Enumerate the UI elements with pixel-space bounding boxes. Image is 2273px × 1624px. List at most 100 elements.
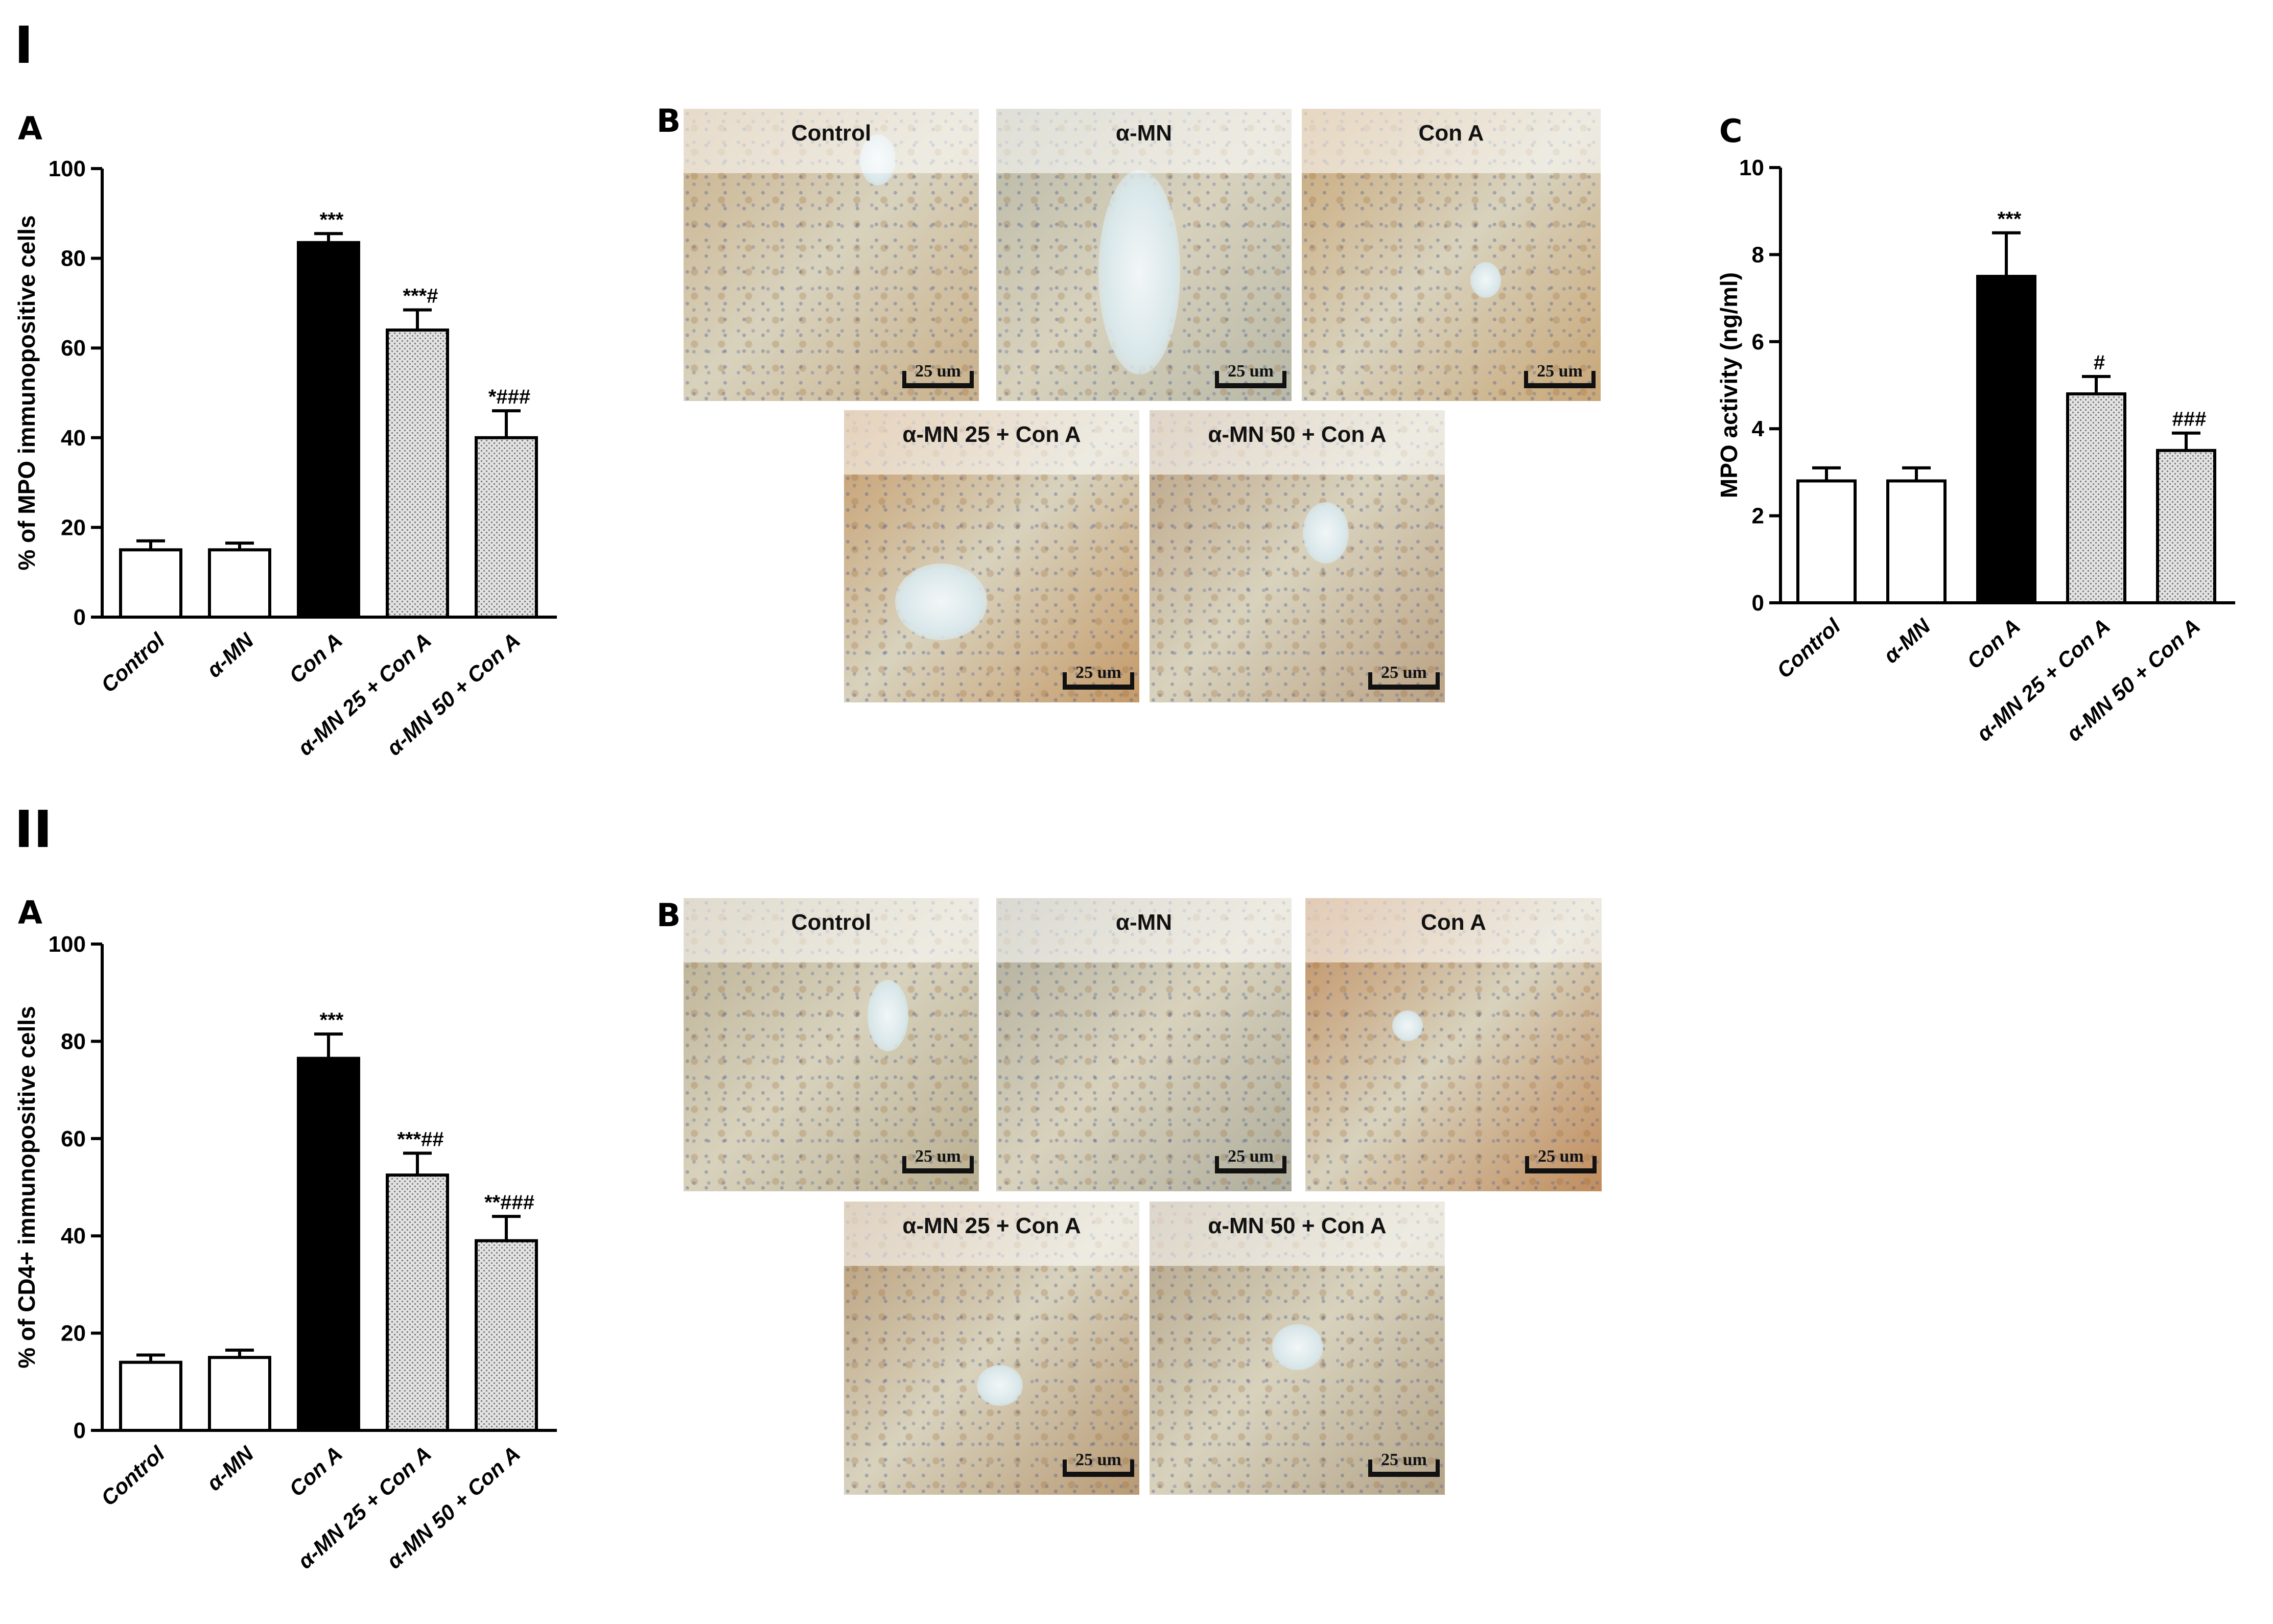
micrograph-caption: α-MN — [1115, 120, 1173, 146]
scale-bar-label: 25 um — [1075, 1450, 1121, 1469]
y-axis-label: % of MPO immunopositive cells — [13, 215, 40, 570]
y-tick-label: 80 — [61, 1029, 86, 1054]
micrograph-panel: α-MN 25 + Con A 25 um — [844, 410, 1139, 702]
micrograph-panel: Con A 25 um — [1302, 109, 1601, 401]
y-tick-label: 4 — [1752, 416, 1765, 441]
scale-bar: 25 um — [1063, 659, 1134, 690]
x-tick-label: Control — [97, 1441, 170, 1511]
micrograph-caption: Con A — [1421, 909, 1486, 935]
panel-label-IIB: B — [657, 897, 681, 934]
scale-bar: 25 um — [1368, 659, 1440, 690]
chart-cd4-immunopositive: 0 20 40 60 80 100 % of CD4+ immunopositive cel… — [13, 932, 557, 1573]
panel-label-IA: A — [18, 110, 42, 147]
significance-annotation: *** — [1998, 208, 2022, 230]
y-tick-label: 60 — [61, 1126, 86, 1151]
y-tick-label: 20 — [61, 515, 86, 540]
significance-annotation: **### — [484, 1191, 534, 1214]
micrograph-panel: α-MN 50 + Con A 25 um — [1150, 410, 1445, 702]
central-vein — [1098, 170, 1180, 374]
scale-bar-label: 25 um — [1538, 1147, 1584, 1166]
x-tick-label: α-MN — [1879, 614, 1935, 668]
scale-bar: 25 um — [1215, 358, 1286, 388]
panel-label-IB: B — [657, 102, 681, 139]
significance-annotation: *** — [320, 208, 344, 231]
caption-band — [1305, 898, 1602, 963]
x-tick-label: Control — [97, 628, 170, 697]
micrograph-panel: Control 25 um — [684, 109, 979, 401]
caption-band — [1150, 1202, 1445, 1266]
bar — [475, 436, 538, 619]
scale-bar: 25 um — [1063, 1446, 1134, 1477]
y-tick-label: 10 — [1739, 155, 1764, 180]
central-vein — [1272, 1324, 1323, 1370]
y-tick-label: 60 — [61, 336, 86, 361]
bar — [475, 1239, 538, 1432]
bar — [1976, 275, 2036, 604]
chart-mpo-immunopositive: 0 20 40 60 80 100 % of MPO immunopositive cell… — [13, 156, 557, 760]
caption-band — [844, 1202, 1139, 1266]
y-tick-label: 80 — [61, 246, 86, 271]
scale-bar-label: 25 um — [1537, 362, 1583, 381]
y-tick-label: 0 — [1752, 591, 1764, 616]
scale-bar-label: 25 um — [1381, 1450, 1427, 1469]
scale-bar: 25 um — [902, 1143, 974, 1173]
caption-band — [684, 109, 979, 173]
micrograph-caption: α-MN 25 + Con A — [902, 421, 1081, 447]
scale-bar: 25 um — [1215, 1143, 1286, 1173]
micrograph-caption: α-MN 25 + Con A — [902, 1213, 1081, 1238]
significance-annotation: ### — [2172, 408, 2207, 431]
micrograph-panel: Control 25 um — [684, 898, 979, 1191]
x-tick-label: α-MN — [202, 1441, 259, 1496]
central-vein — [868, 980, 908, 1051]
scale-bar: 25 um — [1524, 358, 1596, 388]
caption-band — [996, 109, 1292, 173]
panel-label-IIA: A — [18, 894, 42, 931]
bar — [386, 1173, 449, 1432]
x-tick-label: Con A — [1962, 614, 2025, 674]
caption-band — [1302, 109, 1601, 173]
micrograph-caption: α-MN 50 + Con A — [1208, 1213, 1387, 1238]
y-tick-label: 40 — [61, 426, 86, 451]
micrograph-caption: Control — [791, 909, 872, 935]
significance-annotation: ***# — [403, 285, 438, 308]
central-vein — [895, 563, 987, 640]
section-label-II: II — [14, 799, 53, 859]
significance-annotation: ***## — [397, 1128, 443, 1150]
y-tick-label: 8 — [1752, 242, 1764, 267]
y-tick-label: 100 — [49, 932, 86, 957]
y-tick-label: 0 — [74, 605, 86, 630]
scale-bar: 25 um — [902, 358, 974, 388]
bar — [119, 1360, 182, 1432]
scale-bar-label: 25 um — [915, 1147, 961, 1166]
caption-band — [844, 410, 1139, 475]
micrograph-panel: α-MN 25 + Con A 25 um — [844, 1202, 1139, 1495]
central-vein — [977, 1365, 1023, 1406]
scale-bar: 25 um — [1525, 1143, 1597, 1173]
bar — [119, 548, 182, 619]
scale-bar-label: 25 um — [1075, 663, 1121, 682]
bar — [208, 548, 271, 619]
micrograph-panel: α-MN 25 um — [996, 109, 1292, 401]
caption-band — [996, 898, 1292, 963]
section-label-I: I — [14, 15, 34, 75]
y-tick-label: 100 — [49, 156, 86, 181]
micrograph-caption: Control — [791, 120, 872, 146]
central-vein — [1470, 262, 1501, 298]
scale-bar-label: 25 um — [1228, 362, 1274, 381]
scale-bar-label: 25 um — [1381, 663, 1427, 682]
y-tick-label: 6 — [1752, 329, 1764, 355]
panel-label-IC: C — [1719, 112, 1743, 150]
y-tick-label: 2 — [1752, 504, 1764, 529]
x-tick-label: Control — [1772, 614, 1845, 683]
bar — [1796, 479, 1857, 604]
scale-bar: 25 um — [1368, 1446, 1440, 1477]
scale-bar-label: 25 um — [1228, 1147, 1274, 1166]
bar — [2156, 449, 2216, 604]
significance-annotation: # — [2094, 351, 2105, 374]
bar — [2066, 392, 2126, 604]
central-vein — [1392, 1010, 1423, 1041]
x-tick-label: Con A — [285, 1442, 347, 1501]
micrograph-panel: α-MN 50 + Con A 25 um — [1150, 1202, 1445, 1495]
bar — [1886, 479, 1947, 604]
significance-annotation: *** — [320, 1009, 344, 1031]
